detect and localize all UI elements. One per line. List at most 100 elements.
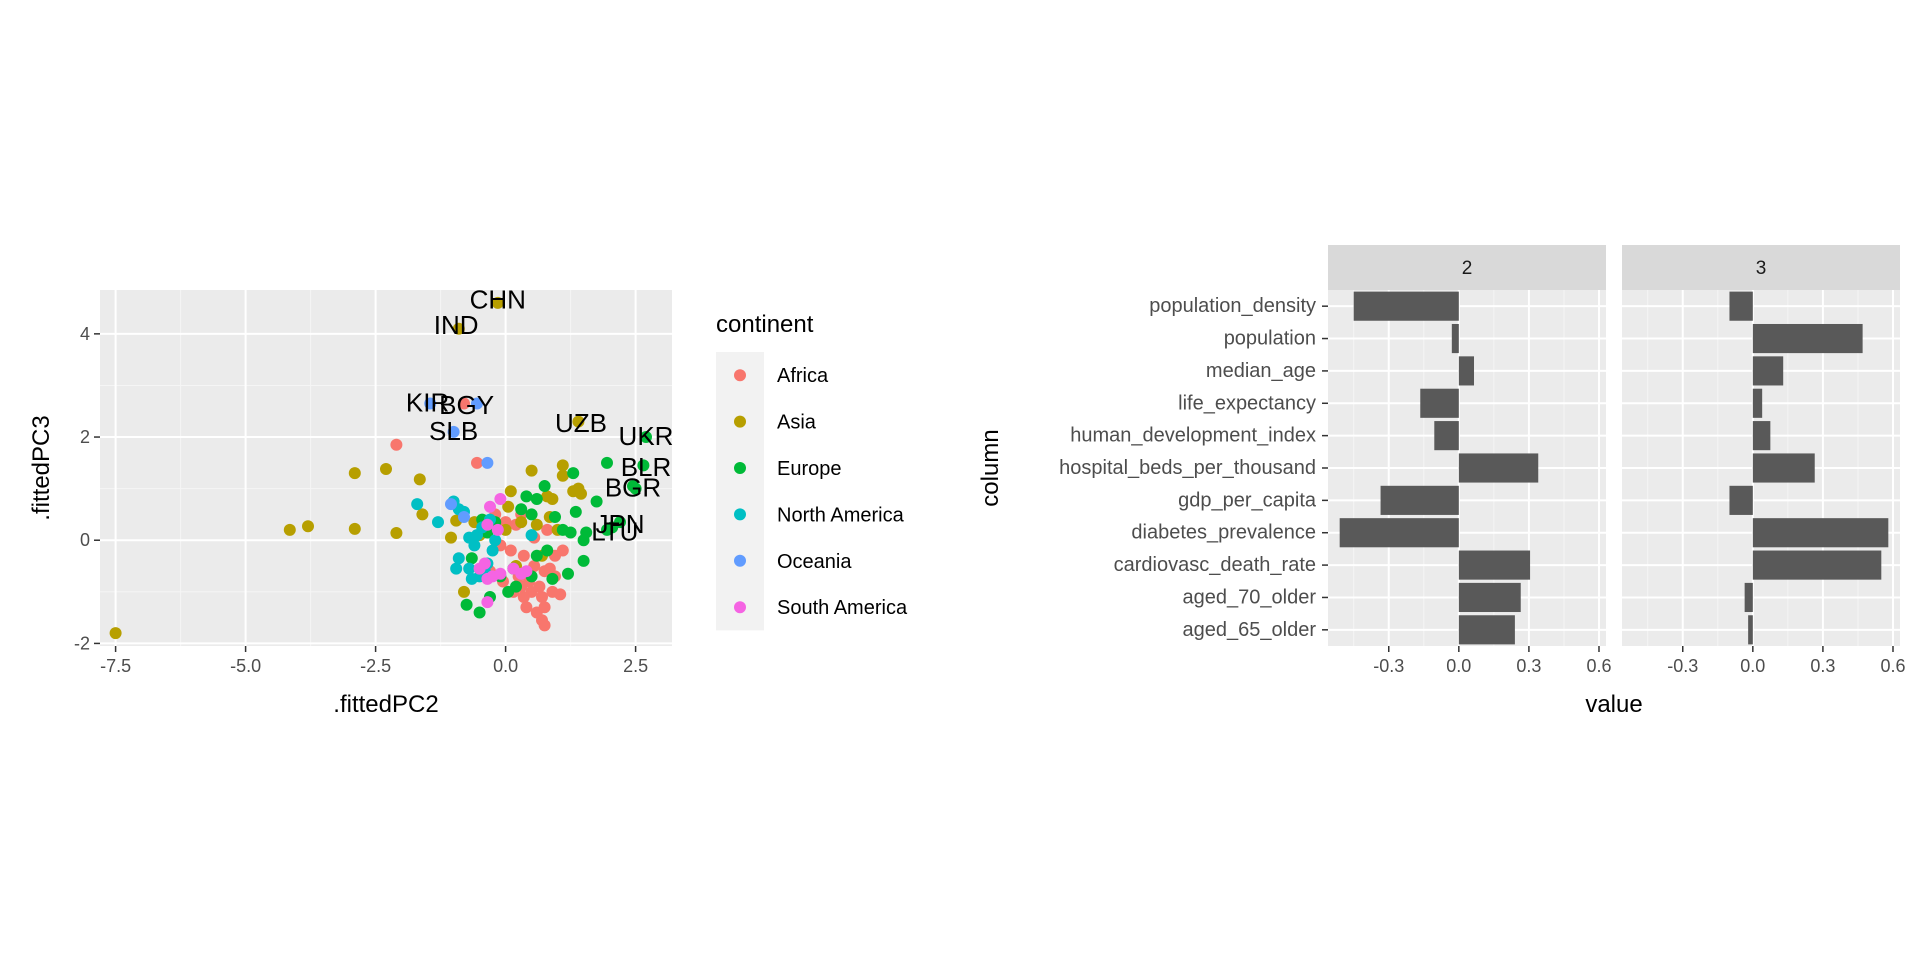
scatter-point	[504, 485, 517, 498]
bar	[1729, 291, 1753, 321]
scatter-point	[494, 492, 507, 505]
scatter-point	[572, 415, 585, 428]
scatter-point	[554, 588, 567, 601]
scatter-tick-label-y: 0	[80, 530, 90, 550]
scatter-point	[601, 523, 613, 536]
scatter-point	[569, 505, 582, 518]
scatter-x-axis-title: .fittedPC2	[333, 691, 438, 718]
legend-label: Europe	[777, 458, 842, 480]
bar	[1752, 323, 1863, 354]
bar	[1748, 615, 1753, 645]
country-label: KIR	[406, 388, 449, 418]
country-label: UZB	[555, 408, 607, 438]
scatter-tick-label-y: -2	[74, 633, 90, 653]
bar-category-label: life_expectancy	[1178, 392, 1316, 414]
scatter-point	[517, 590, 530, 603]
scatter-point	[502, 585, 515, 598]
scatter-point	[525, 464, 538, 477]
scatter-tick-label-x: 0.0	[493, 656, 518, 676]
facet-strip	[1328, 245, 1606, 290]
country-label: BLR	[621, 452, 672, 482]
facet-strip-label: 2	[1462, 258, 1473, 279]
bar-category-label: median_age	[1206, 360, 1316, 382]
scatter-point	[543, 562, 556, 575]
scatter-point	[541, 544, 554, 557]
loadings-bar-chart: 2 -0.3 0.0 0.3 0.6 3 -0.3 0.0 0.3 0.6 population_d…	[977, 245, 1906, 718]
scatter-point	[390, 527, 403, 540]
scatter-point	[348, 467, 361, 480]
bar-x-axis-title: value	[1585, 691, 1642, 718]
scatter-point	[538, 619, 551, 632]
scatter-point	[413, 473, 426, 486]
scatter-point	[481, 518, 494, 531]
scatter-point	[541, 523, 554, 536]
legend-title: continent	[716, 311, 814, 338]
scatter-point	[432, 516, 444, 529]
scatter-point	[601, 456, 613, 469]
scatter-point	[473, 562, 486, 575]
bar-category-label: hospital_beds_per_thousand	[1059, 457, 1316, 479]
scatter-point	[109, 627, 122, 640]
legend-key	[734, 601, 746, 614]
scatter-point	[424, 397, 437, 410]
country-label: BGR	[605, 473, 661, 503]
bar	[1458, 453, 1539, 483]
scatter-tick-label-y: 4	[80, 324, 90, 344]
scatter-tick-label-x: -5.0	[230, 656, 261, 676]
scatter-point	[520, 601, 533, 614]
scatter-point	[562, 567, 574, 580]
bar	[1744, 582, 1753, 613]
bar-tick-label-x: 0.3	[1516, 656, 1541, 676]
scatter-point	[520, 565, 533, 578]
country-label: SLB	[429, 416, 478, 446]
bar	[1752, 518, 1889, 548]
scatter-point	[538, 601, 551, 614]
bar-category-label: human_development_index	[1070, 425, 1316, 447]
scatter-point	[390, 438, 403, 451]
bar	[1729, 485, 1753, 515]
bar-category-label: cardiovasc_death_rate	[1114, 554, 1316, 576]
scatter-point	[629, 482, 642, 495]
scatter-tick-label-x: 2.5	[623, 656, 648, 676]
scatter-point	[556, 459, 569, 472]
legend: continent Africa Asia Europe North America Oc…	[716, 311, 908, 631]
scatter-point	[525, 529, 538, 542]
scatter-point	[577, 534, 590, 547]
bar	[1353, 291, 1459, 321]
scatter-point	[450, 562, 463, 575]
bar-tick-label-x: 0.6	[1880, 656, 1905, 676]
legend-key	[734, 508, 746, 521]
scatter-point	[491, 523, 504, 536]
legend-key	[734, 462, 746, 474]
scatter-point	[556, 469, 569, 482]
bar-category-label: aged_65_older	[1183, 619, 1317, 641]
scatter-point	[481, 596, 494, 609]
bar	[1752, 453, 1815, 483]
scatter-point	[416, 508, 429, 521]
legend-label: Africa	[777, 365, 829, 387]
bar	[1752, 550, 1882, 580]
scatter-point	[486, 544, 499, 557]
scatter-point	[458, 397, 470, 410]
bar-category-label: gdp_per_capita	[1178, 489, 1317, 511]
bar	[1380, 485, 1459, 515]
bar	[1420, 388, 1459, 418]
scatter-point	[471, 456, 483, 469]
scatter-tick-label-y: 2	[80, 427, 90, 447]
legend-key	[734, 554, 746, 567]
scatter-point	[460, 598, 473, 611]
bar-category-label: population_density	[1149, 295, 1316, 317]
bar-category-label: aged_70_older	[1183, 586, 1317, 608]
scatter-point	[546, 492, 559, 505]
scatter-point	[458, 511, 470, 524]
scatter-tick-label-x: -7.5	[100, 656, 131, 676]
legend-label: South America	[777, 597, 908, 619]
scatter-point	[530, 518, 543, 531]
country-label: IND	[434, 310, 479, 340]
scatter-y-axis-title: .fittedPC3	[28, 415, 55, 520]
bar-tick-label-x: -0.3	[1667, 656, 1698, 676]
scatter-point	[471, 397, 483, 410]
scatter-point	[525, 508, 538, 521]
bar	[1752, 356, 1784, 386]
